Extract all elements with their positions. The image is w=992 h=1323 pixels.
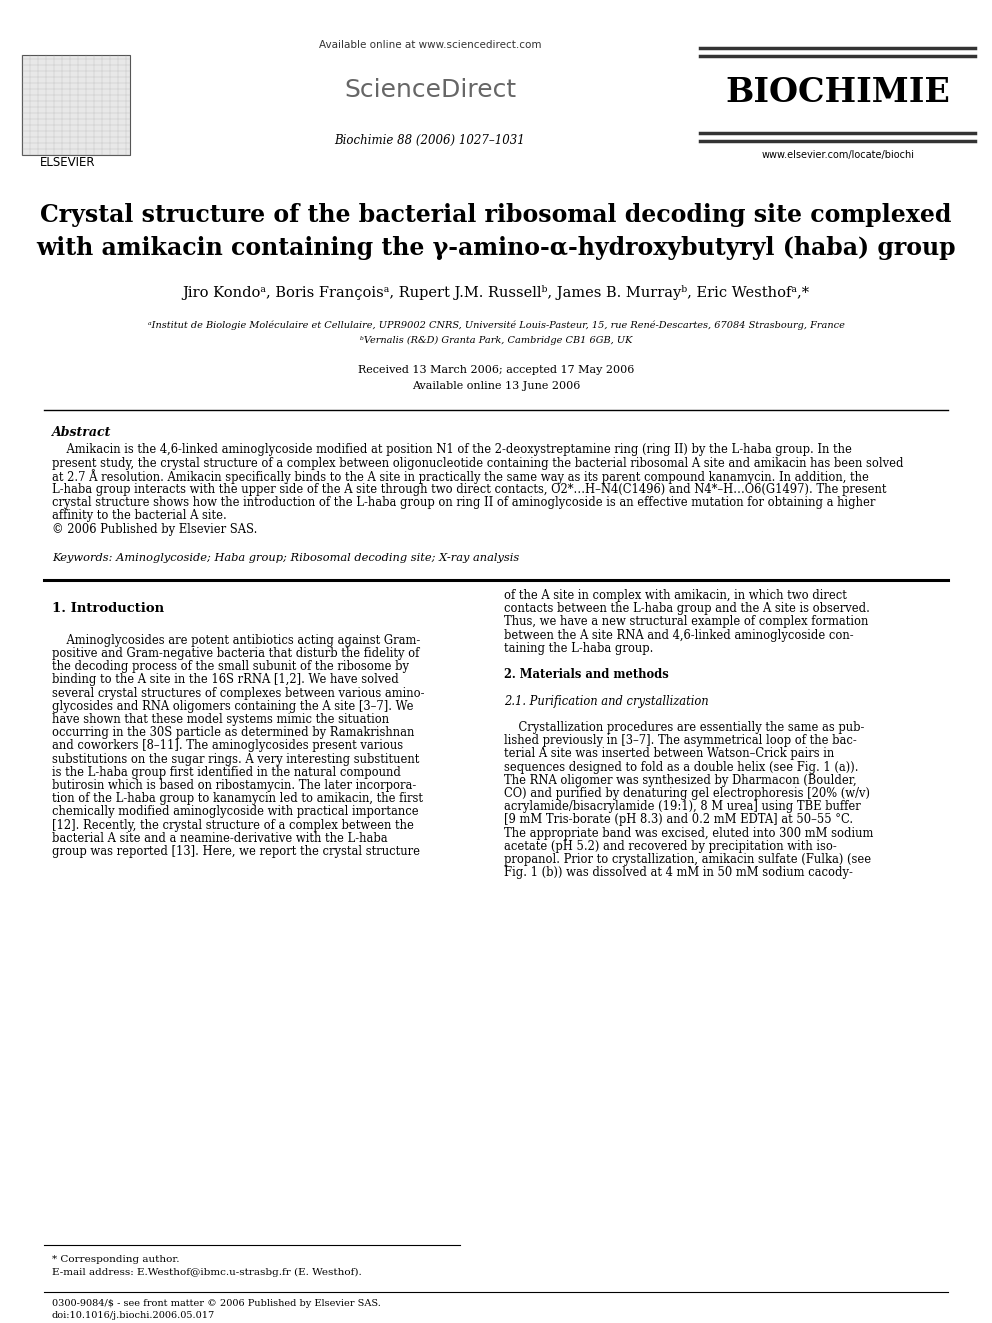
Text: Abstract: Abstract [52, 426, 111, 438]
Text: [9 mM Tris-borate (pH 8.3) and 0.2 mM EDTA] at 50–55 °C.: [9 mM Tris-borate (pH 8.3) and 0.2 mM ED… [504, 814, 853, 827]
Text: Keywords: Aminoglycoside; Haba group; Ribosomal decoding site; X-ray analysis: Keywords: Aminoglycoside; Haba group; Ri… [52, 553, 519, 564]
Text: 0300-9084/$ - see front matter © 2006 Published by Elsevier SAS.: 0300-9084/$ - see front matter © 2006 Pu… [52, 1299, 381, 1308]
Text: propanol. Prior to crystallization, amikacin sulfate (Fulka) (see: propanol. Prior to crystallization, amik… [504, 853, 871, 865]
Text: chemically modified aminoglycoside with practical importance: chemically modified aminoglycoside with … [52, 806, 419, 819]
Text: affinity to the bacterial A site.: affinity to the bacterial A site. [52, 509, 227, 523]
Text: crystal structure shows how the introduction of the L-haba group on ring II of a: crystal structure shows how the introduc… [52, 496, 875, 509]
Text: have shown that these model systems mimic the situation: have shown that these model systems mimi… [52, 713, 389, 726]
Text: 1. Introduction: 1. Introduction [52, 602, 164, 615]
Text: acrylamide/bisacrylamide (19:1), 8 M urea] using TBE buffer: acrylamide/bisacrylamide (19:1), 8 M ure… [504, 800, 861, 814]
Text: Biochimie 88 (2006) 1027–1031: Biochimie 88 (2006) 1027–1031 [334, 134, 526, 147]
Text: and coworkers [8–11]. The aminoglycosides present various: and coworkers [8–11]. The aminoglycoside… [52, 740, 403, 753]
Text: terial A site was inserted between Watson–Crick pairs in: terial A site was inserted between Watso… [504, 747, 834, 761]
Text: substitutions on the sugar rings. A very interesting substituent: substitutions on the sugar rings. A very… [52, 753, 420, 766]
Text: ᵃInstitut de Biologie Moléculaire et Cellulaire, UPR9002 CNRS, Université Louis-: ᵃInstitut de Biologie Moléculaire et Cel… [148, 320, 844, 329]
Text: Jiro Kondoᵃ, Boris Françoisᵃ, Rupert J.M. Russellᵇ, James B. Murrayᵇ, Eric Westh: Jiro Kondoᵃ, Boris Françoisᵃ, Rupert J.M… [183, 286, 809, 300]
Text: butirosin which is based on ribostamycin. The later incorpora-: butirosin which is based on ribostamycin… [52, 779, 417, 792]
Text: between the A site RNA and 4,6-linked aminoglycoside con-: between the A site RNA and 4,6-linked am… [504, 628, 854, 642]
Text: sequences designed to fold as a double helix (see Fig. 1 (a)).: sequences designed to fold as a double h… [504, 761, 858, 774]
Text: tion of the L-haba group to kanamycin led to amikacin, the first: tion of the L-haba group to kanamycin le… [52, 792, 423, 806]
Text: ᵇVernalis (R&D) Granta Park, Cambridge CB1 6GB, UK: ᵇVernalis (R&D) Granta Park, Cambridge C… [360, 336, 632, 344]
Text: Crystal structure of the bacterial ribosomal decoding site complexed: Crystal structure of the bacterial ribos… [41, 202, 951, 228]
Text: with amikacin containing the γ-amino-α-hydroxybutyryl (haba) group: with amikacin containing the γ-amino-α-h… [36, 235, 956, 261]
Text: BIOCHIMIE: BIOCHIMIE [725, 75, 950, 108]
Text: glycosides and RNA oligomers containing the A site [3–7]. We: glycosides and RNA oligomers containing … [52, 700, 414, 713]
Text: Fig. 1 (b)) was dissolved at 4 mM in 50 mM sodium cacody-: Fig. 1 (b)) was dissolved at 4 mM in 50 … [504, 867, 853, 878]
Text: The RNA oligomer was synthesized by Dharmacon (Boulder,: The RNA oligomer was synthesized by Dhar… [504, 774, 857, 787]
Text: © 2006 Published by Elsevier SAS.: © 2006 Published by Elsevier SAS. [52, 523, 257, 536]
Text: 2.1. Purification and crystallization: 2.1. Purification and crystallization [504, 695, 708, 708]
Text: The appropriate band was excised, eluted into 300 mM sodium: The appropriate band was excised, eluted… [504, 827, 873, 840]
Text: Received 13 March 2006; accepted 17 May 2006: Received 13 March 2006; accepted 17 May … [358, 365, 634, 374]
Text: Available online 13 June 2006: Available online 13 June 2006 [412, 381, 580, 392]
Text: Crystallization procedures are essentially the same as pub-: Crystallization procedures are essential… [504, 721, 864, 734]
Text: group was reported [13]. Here, we report the crystal structure: group was reported [13]. Here, we report… [52, 845, 420, 859]
Text: ScienceDirect: ScienceDirect [344, 78, 516, 102]
Text: at 2.7 Å resolution. Amikacin specifically binds to the A site in practically th: at 2.7 Å resolution. Amikacin specifical… [52, 468, 869, 484]
Text: contacts between the L-haba group and the A site is observed.: contacts between the L-haba group and th… [504, 602, 870, 615]
Text: doi:10.1016/j.biochi.2006.05.017: doi:10.1016/j.biochi.2006.05.017 [52, 1311, 215, 1320]
Text: Amikacin is the 4,6-linked aminoglycoside modified at position N1 of the 2-deoxy: Amikacin is the 4,6-linked aminoglycosid… [52, 443, 852, 456]
Text: L-haba group interacts with the upper side of the A site through two direct cont: L-haba group interacts with the upper si… [52, 483, 887, 496]
Text: Thus, we have a new structural example of complex formation: Thus, we have a new structural example o… [504, 615, 868, 628]
Text: E-mail address: E.Westhof@ibmc.u-strasbg.fr (E. Westhof).: E-mail address: E.Westhof@ibmc.u-strasbg… [52, 1267, 362, 1277]
Text: www.elsevier.com/locate/biochi: www.elsevier.com/locate/biochi [762, 149, 915, 160]
Text: bacterial A site and a neamine-derivative with the L-haba: bacterial A site and a neamine-derivativ… [52, 832, 388, 845]
Text: occurring in the 30S particle as determined by Ramakrishnan: occurring in the 30S particle as determi… [52, 726, 415, 740]
Text: acetate (pH 5.2) and recovered by precipitation with iso-: acetate (pH 5.2) and recovered by precip… [504, 840, 836, 853]
Text: Aminoglycosides are potent antibiotics acting against Gram-: Aminoglycosides are potent antibiotics a… [52, 634, 421, 647]
Text: * Corresponding author.: * Corresponding author. [52, 1254, 180, 1263]
Text: lished previously in [3–7]. The asymmetrical loop of the bac-: lished previously in [3–7]. The asymmetr… [504, 734, 857, 747]
Bar [22, 56, 130, 155]
Text: is the L-haba group first identified in the natural compound: is the L-haba group first identified in … [52, 766, 401, 779]
Text: the decoding process of the small subunit of the ribosome by: the decoding process of the small subuni… [52, 660, 409, 673]
Text: ELSEVIER: ELSEVIER [41, 156, 96, 168]
Text: of the A site in complex with amikacin, in which two direct: of the A site in complex with amikacin, … [504, 589, 847, 602]
Text: CO) and purified by denaturing gel electrophoresis [20% (w/v): CO) and purified by denaturing gel elect… [504, 787, 870, 800]
Text: Available online at www.sciencedirect.com: Available online at www.sciencedirect.co… [318, 40, 542, 50]
Text: [12]. Recently, the crystal structure of a complex between the: [12]. Recently, the crystal structure of… [52, 819, 414, 832]
Text: taining the L-haba group.: taining the L-haba group. [504, 642, 654, 655]
Text: 2. Materials and methods: 2. Materials and methods [504, 668, 669, 681]
Text: present study, the crystal structure of a complex between oligonucleotide contai: present study, the crystal structure of … [52, 456, 904, 470]
Text: positive and Gram-negative bacteria that disturb the fidelity of: positive and Gram-negative bacteria that… [52, 647, 420, 660]
Text: binding to the A site in the 16S rRNA [1,2]. We have solved: binding to the A site in the 16S rRNA [1… [52, 673, 399, 687]
Text: several crystal structures of complexes between various amino-: several crystal structures of complexes … [52, 687, 425, 700]
